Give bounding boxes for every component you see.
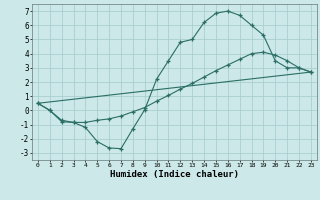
X-axis label: Humidex (Indice chaleur): Humidex (Indice chaleur) — [110, 170, 239, 179]
